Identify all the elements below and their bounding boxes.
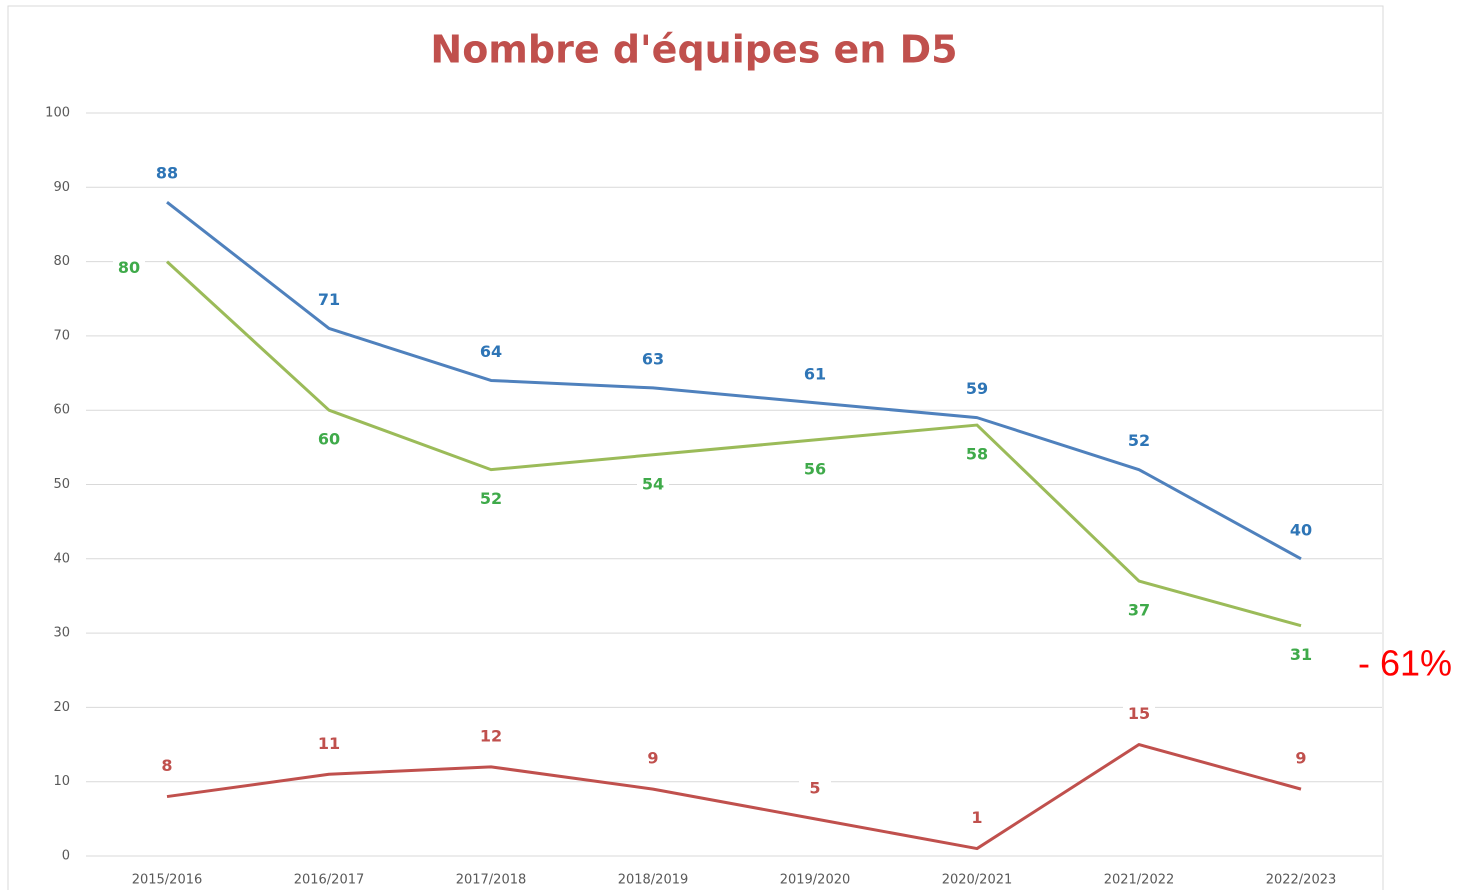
data-label: 56 xyxy=(804,459,826,478)
label-bg xyxy=(1285,748,1317,771)
data-label: 40 xyxy=(1290,520,1312,539)
data-label: 37 xyxy=(1128,601,1150,620)
x-tick-label: 2016/2017 xyxy=(294,873,365,888)
data-label: 61 xyxy=(804,364,826,383)
line xyxy=(166,743,1302,851)
label-bg xyxy=(113,257,145,280)
label-bg xyxy=(961,807,993,830)
y-tick-label: 0 xyxy=(62,849,70,864)
annotation: - 61% xyxy=(1358,643,1452,684)
data-label: 58 xyxy=(966,445,988,464)
label-bg xyxy=(313,429,345,452)
label-bg xyxy=(961,378,993,401)
label-bg xyxy=(799,363,831,386)
data-label: 52 xyxy=(1128,431,1150,450)
label-bg xyxy=(151,163,183,186)
x-tick-label: 2022/2023 xyxy=(1266,873,1337,888)
y-tick-label: 50 xyxy=(53,477,70,492)
line xyxy=(165,260,1302,628)
data-label: 8 xyxy=(161,756,172,775)
data-label: 63 xyxy=(642,349,664,368)
data-label: 80 xyxy=(118,258,140,277)
data-label: 1 xyxy=(971,808,982,827)
data-label: 15 xyxy=(1128,704,1150,723)
data-label: 60 xyxy=(318,430,340,449)
y-tick-label: 90 xyxy=(53,180,70,195)
x-tick-label: 2020/2021 xyxy=(942,873,1013,888)
label-bg xyxy=(637,348,669,371)
data-label: 64 xyxy=(480,342,502,361)
x-tick-label: 2019/2020 xyxy=(780,873,851,888)
data-label: 9 xyxy=(1295,749,1306,768)
chart-frame xyxy=(7,5,1384,890)
chart-title: Nombre d'équipes en D5 xyxy=(430,28,957,72)
data-label: 9 xyxy=(647,749,658,768)
data-label: 31 xyxy=(1290,645,1312,664)
y-tick-label: 30 xyxy=(53,626,70,641)
y-tick-label: 70 xyxy=(53,328,70,343)
y-tick-label: 60 xyxy=(53,403,70,418)
label-bg xyxy=(475,488,507,511)
data-label: 11 xyxy=(318,734,340,753)
label-bg xyxy=(637,748,669,771)
x-tick-label: 2017/2018 xyxy=(456,873,527,888)
label-bg xyxy=(1123,430,1155,453)
label-bg xyxy=(1285,519,1317,542)
label-bg xyxy=(313,733,345,756)
y-tick-label: 80 xyxy=(53,254,70,269)
label-bg xyxy=(475,341,507,364)
data-label: 54 xyxy=(642,474,664,493)
label-bg xyxy=(799,458,831,481)
data-label: 12 xyxy=(480,726,502,745)
data-label: 52 xyxy=(480,489,502,508)
label-bg xyxy=(1123,600,1155,623)
label-bg xyxy=(1123,703,1155,726)
x-tick-label: 2018/2019 xyxy=(618,873,689,888)
data-label: 71 xyxy=(318,290,340,309)
y-tick-label: 20 xyxy=(53,700,70,715)
label-bg xyxy=(1285,644,1317,667)
x-tick-label: 2021/2022 xyxy=(1104,873,1175,888)
label-bg xyxy=(151,755,183,778)
x-tick-label: 2015/2016 xyxy=(132,873,203,888)
y-tick-label: 10 xyxy=(53,774,70,789)
label-bg xyxy=(313,289,345,312)
label-bg xyxy=(475,725,507,748)
label-bg xyxy=(799,777,831,800)
data-label: 88 xyxy=(156,164,178,183)
label-bg xyxy=(637,473,669,496)
data-label: 59 xyxy=(966,379,988,398)
y-tick-label: 40 xyxy=(53,551,70,566)
line xyxy=(166,200,1302,561)
data-label: 5 xyxy=(809,778,820,797)
label-bg xyxy=(961,444,993,467)
y-tick-label: 100 xyxy=(45,106,70,121)
